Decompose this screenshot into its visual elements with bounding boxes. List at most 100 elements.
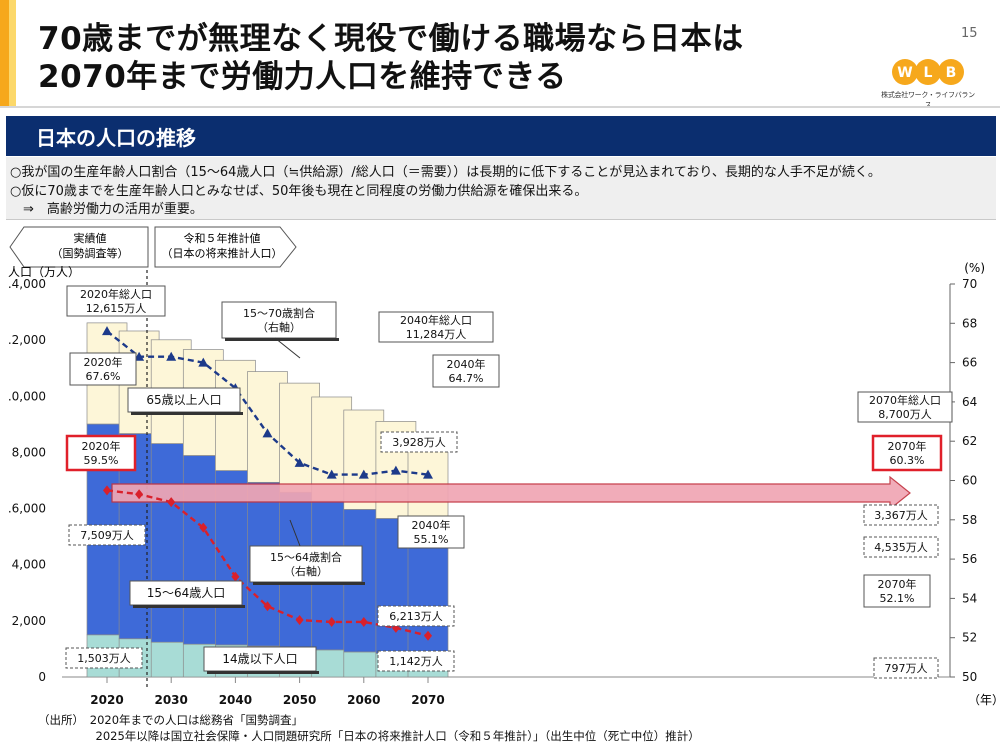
annot-ratio64-2020-text: 2020年 — [82, 439, 121, 453]
leader-line-15-64 — [289, 519, 301, 547]
annot-label-15-70: 15～70歳割合（右軸） — [221, 301, 339, 341]
marker-15-70 — [102, 326, 112, 336]
annot-ratio64-2040-frame — [397, 515, 465, 549]
marker-15-64 — [135, 489, 144, 500]
note-line-1: ○我が国の生産年齢人口割合（15～64歳人口（≒供給源）/総人口（＝需要））は長… — [10, 165, 881, 180]
workforce-maintained-arrow — [111, 475, 911, 511]
annot-ratio64-2070-frame — [863, 574, 931, 608]
title-accent-bar — [0, 0, 9, 106]
annot-value-4535-text: 4,535万人 — [874, 541, 928, 554]
logo-letter-w: W — [897, 65, 912, 81]
right-tick-label: 50 — [962, 670, 977, 684]
marker-15-70 — [166, 351, 177, 361]
annot-ratio64-2020-text: 59.5% — [84, 454, 119, 467]
annot-label-under-14-text: 14歳以下人口 — [222, 652, 297, 666]
annot-value-797-text: 797万人 — [885, 662, 928, 675]
annot-label-65-plus-frame — [127, 387, 241, 413]
annot-value-3367: 3,367万人 — [863, 504, 939, 526]
annot-ratio70-2040-text: 64.7% — [449, 372, 484, 385]
marker-15-64 — [199, 522, 208, 533]
right-tick-label: 66 — [962, 356, 977, 370]
source-line-2: 2025年以降は国立社会保障・人口問題研究所「日本の将来推計人口（令和５年推計）… — [38, 729, 700, 743]
annot-value-3928-frame — [380, 431, 458, 453]
annot-value-3928-text: 3,928万人 — [392, 436, 446, 449]
annot-label-under-14-frame — [203, 646, 317, 672]
right-axis-label: (%) — [964, 261, 985, 275]
right-tick-label: 70 — [962, 277, 977, 291]
annot-label-65-plus-text: 65歳以上人口 — [146, 393, 221, 407]
period-arrow-projection: 令和５年推計値 （日本の将来推計人口） — [154, 226, 297, 268]
right-tick-label: 64 — [962, 395, 977, 409]
x-tick-label: 2020 — [90, 693, 123, 707]
marker-15-70 — [262, 428, 273, 438]
right-axis-ticks: 70 68 66 64 62 60 58 56 54 52 50 — [950, 277, 977, 684]
annot-label-15-70-text: （右軸） — [257, 320, 301, 334]
annot-value-7509-text: 7,509万人 — [80, 529, 134, 542]
annot-label-15-64-frame — [249, 545, 363, 583]
right-tick-label: 56 — [962, 552, 977, 566]
annot-value-1142: 1,142万人 — [377, 650, 455, 672]
annot-label-15-64-pop: 15～64歳人口 — [129, 580, 245, 608]
annot-ratio70-2070-frame — [871, 434, 943, 472]
right-tick-label: 54 — [962, 591, 977, 605]
right-tick-label: 58 — [962, 513, 977, 527]
annot-label-15-64-text: （右軸） — [284, 564, 328, 578]
annot-total-2070-text: 8,700万人 — [878, 408, 932, 421]
annot-total-2020-frame — [66, 285, 166, 317]
annot-ratio64-2070-text: 2070年 — [878, 577, 917, 591]
annot-label-15-64-text: 15～64歳割合 — [270, 550, 342, 564]
company-logo: W L B — [892, 59, 964, 85]
period-projection-title: 令和５年推計値 — [184, 231, 261, 245]
marker-15-64 — [424, 630, 432, 641]
annot-value-1503: 1,503万人 — [65, 647, 143, 669]
x-axis-ticks: 2020 2030 2040 2050 2060 2070 — [90, 677, 445, 707]
logo-circle-w — [892, 59, 918, 85]
note-line-2: ○仮に70歳までを生産年齢人口とみなせば、50年後も現在と同程度の労働力供給源を… — [10, 184, 588, 199]
page-number: 15 — [961, 26, 978, 41]
period-arrow-actual: 実績値 （国勢調査等） — [9, 226, 149, 268]
left-tick-label: .4,000 — [8, 277, 46, 291]
left-tick-label: .2,000 — [8, 333, 46, 347]
annot-value-6213: 6,213万人 — [377, 605, 455, 627]
population-chart: 実績値 （国勢調査等） 令和５年推計値 （日本の将来推計人口） 人口（万人） (… — [8, 226, 1000, 707]
marker-15-70 — [294, 457, 305, 467]
marker-15-70 — [358, 469, 369, 479]
annot-value-3367-frame — [863, 504, 939, 526]
annot-ratio70-2020-text: 67.6% — [86, 370, 121, 383]
marker-15-64 — [263, 601, 272, 612]
line-15-64-ratio — [106, 489, 429, 637]
annot-ratio70-2040-text: 2040年 — [447, 357, 486, 371]
left-tick-label: .0,000 — [8, 389, 46, 403]
annot-total-2040-text: 2040年総人口 — [400, 313, 472, 327]
title-accent-bar-light — [9, 0, 16, 106]
x-tick-label: 2070 — [411, 693, 444, 707]
marker-15-70 — [134, 351, 145, 361]
logo-circle-b — [938, 59, 964, 85]
annot-value-6213-frame — [377, 605, 455, 627]
period-projection-subtitle: （日本の将来推計人口） — [162, 246, 283, 260]
logo-circle-l — [915, 59, 941, 85]
annot-ratio64-2070-text: 52.1% — [880, 592, 915, 605]
left-tick-label: 2,000 — [12, 614, 46, 628]
annot-value-1503-text: 1,503万人 — [77, 652, 131, 665]
annot-value-797: 797万人 — [873, 657, 939, 679]
section-banner: 日本の人口の推移 — [6, 116, 996, 156]
annot-label-15-64-pop-frame — [129, 580, 243, 606]
left-axis-label: 人口（万人） — [8, 265, 80, 279]
annot-total-2040-text: 11,284万人 — [406, 328, 467, 341]
annot-label-65-plus: 65歳以上人口 — [127, 387, 243, 415]
annot-ratio70-2020-text: 2020年 — [84, 355, 123, 369]
annot-label-under-14: 14歳以下人口 — [203, 646, 319, 674]
annot-label-15-70-frame — [221, 301, 337, 339]
annot-value-7509-frame — [68, 524, 146, 546]
right-tick-label: 62 — [962, 434, 977, 448]
marker-15-64 — [103, 485, 111, 496]
left-axis-ticks: .4,000 .2,000 .0,000 8,000 .6,000 4,000 2,000 0 — [8, 277, 46, 684]
annot-value-4535: 4,535万人 — [863, 536, 939, 558]
annot-total-2070-text: 2070年総人口 — [869, 393, 941, 407]
annot-value-1142-text: 1,142万人 — [389, 655, 443, 668]
annot-value-3367-text: 3,367万人 — [874, 509, 928, 522]
annot-total-2070-frame — [857, 391, 953, 423]
